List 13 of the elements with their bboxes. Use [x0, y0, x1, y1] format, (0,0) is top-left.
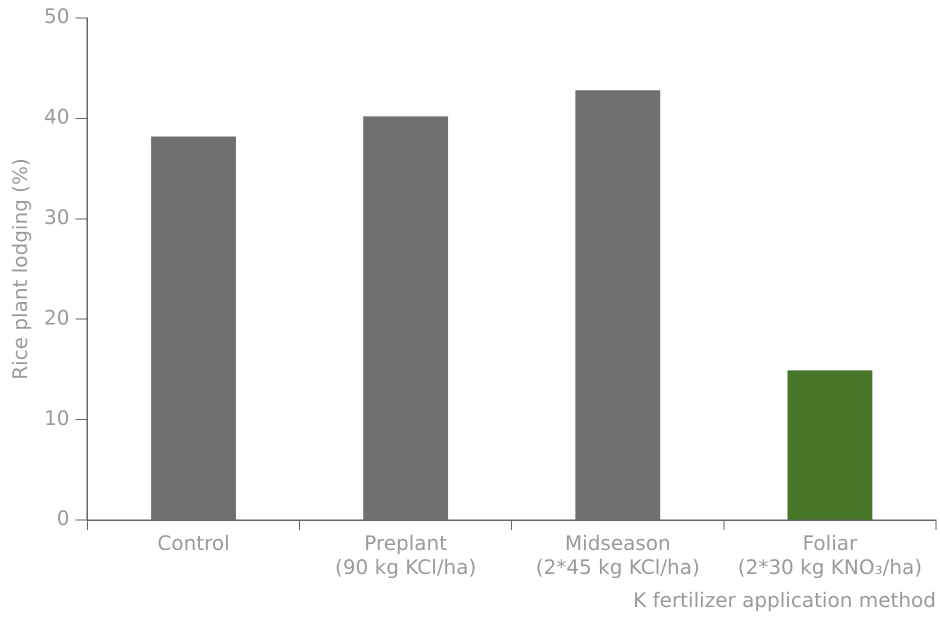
y-tick-label: 50	[44, 4, 70, 28]
y-tick-label: 30	[44, 205, 70, 230]
x-axis-title: K fertilizer application method	[633, 588, 936, 612]
y-tick-label: 20	[44, 305, 70, 330]
bar	[788, 370, 872, 520]
y-tick-label: 40	[44, 104, 70, 129]
x-tick-label: Preplant (90 kg KCl/ha)	[335, 531, 476, 580]
x-tick-label: Control	[157, 531, 230, 556]
x-tick-label: Midseason (2*45 kg KCl/ha)	[536, 531, 700, 580]
y-axis-title: Rice plant lodging (%)	[8, 158, 32, 380]
y-tick-label: 0	[56, 506, 70, 530]
x-tick-label: Foliar (2*30 kg KNO₃/ha)	[738, 531, 922, 580]
y-tick-label: 10	[44, 406, 70, 430]
